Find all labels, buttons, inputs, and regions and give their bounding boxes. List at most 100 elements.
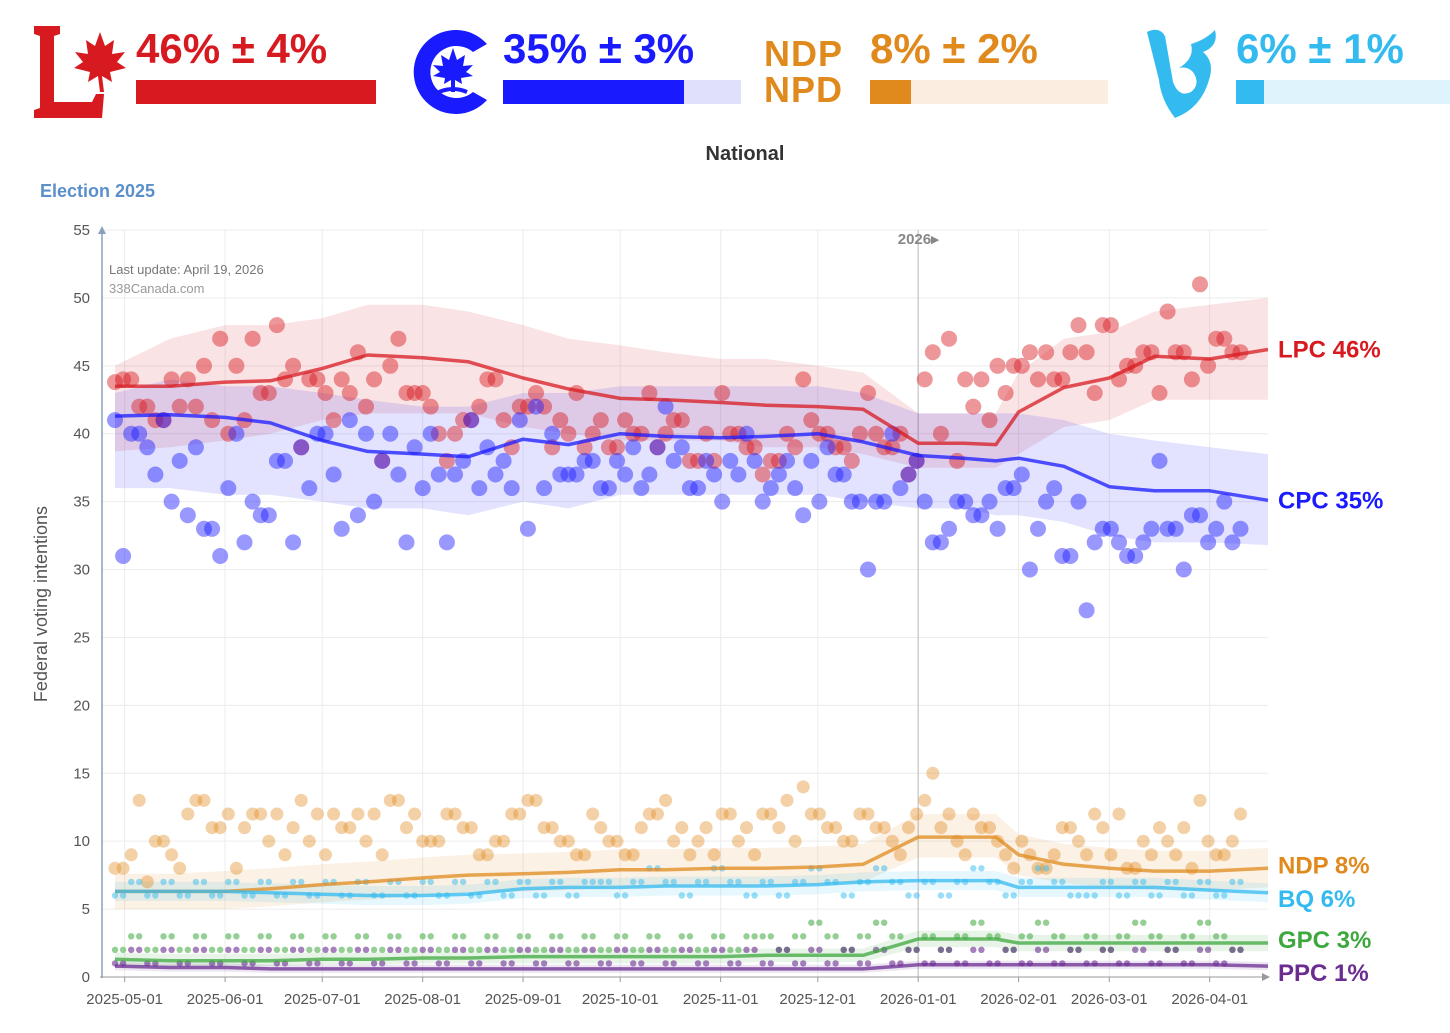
gpc-poll-dot <box>192 933 200 940</box>
ndp-poll-dot <box>383 793 397 807</box>
gpc-poll-dot <box>573 946 580 953</box>
lpc-poll-dot <box>358 398 374 415</box>
ndp-poll-dot <box>829 821 843 835</box>
bq-poll-dot <box>775 892 783 899</box>
cpc-poll-dot <box>1038 493 1055 510</box>
ndp-poll-dot <box>594 821 608 835</box>
gpc-poll-dot <box>322 933 329 940</box>
banner-cpc: 35% ± 3% <box>403 22 748 122</box>
ndp-poll-dot <box>885 834 899 848</box>
last-update-note: Last update: April 19, 2026 <box>109 262 264 277</box>
gpc-poll-dot <box>354 933 362 940</box>
bq-poll-dot <box>192 878 200 886</box>
lpc-poll-dot <box>770 452 787 469</box>
ppc-poll-dot <box>978 946 985 953</box>
gpc-poll-dot <box>864 933 872 940</box>
ppc-poll-dot <box>1067 946 1074 953</box>
ndp-poll-dot <box>1169 848 1183 862</box>
cpc-poll-dot <box>811 493 828 510</box>
ndp-poll-dot <box>400 821 413 835</box>
lpc-poll-dot <box>851 425 868 442</box>
lpc-poll-dot <box>487 371 504 388</box>
ppc-poll-dot <box>662 960 669 967</box>
ndp-poll-dot <box>1153 821 1166 835</box>
gpc-poll-dot <box>411 946 418 953</box>
ppc-poll-dot <box>945 946 953 953</box>
gpc-poll-dot <box>484 933 491 940</box>
cpc-poll-dot <box>131 425 148 442</box>
lpc-poll-dot <box>746 439 763 456</box>
lpc-poll-dot <box>285 357 302 374</box>
bq-poll-dot <box>184 892 191 899</box>
gpc-poll-dot <box>719 933 726 940</box>
lpc-end-label: LPC 46% <box>1278 337 1381 364</box>
ppc-poll-dot <box>1002 946 1009 953</box>
cpc-poll-dot <box>430 466 447 483</box>
cpc-poll-dot <box>536 480 553 497</box>
ndp-poll-dot <box>1136 834 1150 848</box>
ppc-poll-dot <box>354 946 362 953</box>
cpc-poll-dot <box>115 548 132 564</box>
gpc-poll-dot <box>889 933 896 940</box>
ppc-poll-dot <box>468 960 475 967</box>
ppc-poll-dot <box>508 960 515 967</box>
gpc-poll-dot <box>589 933 596 940</box>
cpc-poll-dot <box>1232 520 1249 537</box>
lpc-poll-dot <box>1086 385 1103 401</box>
ndp-poll-dot <box>197 793 211 807</box>
gpc-poll-dot <box>710 933 718 940</box>
cpc-poll-dot <box>868 493 885 510</box>
cpc-poll-dot <box>916 493 933 510</box>
ppc-poll-dot <box>451 946 459 953</box>
cpc-poll-dot <box>1030 520 1046 537</box>
gpc-poll-dot <box>759 933 766 940</box>
ndp-poll-dot <box>456 821 470 835</box>
gpc-poll-dot <box>314 946 321 953</box>
bq-poll-dot <box>1075 892 1082 899</box>
bq-poll-dot <box>694 878 702 886</box>
ndp-logo: NDP NPD <box>764 36 864 108</box>
ndp-poll-dot <box>1201 834 1215 848</box>
gpc-poll-dot <box>816 919 823 926</box>
bq-poll-dot <box>508 892 515 899</box>
ppc-poll-dot <box>670 960 677 967</box>
ndp-poll-dot <box>310 807 324 821</box>
ndp-poll-dot <box>513 807 527 821</box>
ndp-poll-dot <box>472 848 486 862</box>
ndp-poll-dot <box>440 807 454 821</box>
lpc-poll-dot <box>795 371 812 388</box>
bq-poll-dot <box>970 865 977 872</box>
bq-poll-dot <box>540 892 548 899</box>
lpc-poll-dot <box>989 357 1006 374</box>
ndp-poll-dot <box>286 821 300 835</box>
ppc-poll-dot <box>419 946 426 953</box>
bq-poll-dot <box>217 892 224 899</box>
cpc-poll-dot <box>1224 534 1241 551</box>
y-tick-label: 5 <box>82 901 90 918</box>
y-axis-label: Federal voting intentions <box>31 506 51 702</box>
gpc-poll-dot <box>265 933 272 940</box>
lpc-poll-dot <box>1208 330 1225 347</box>
lpc-poll-dot <box>1192 276 1208 293</box>
ndp-poll-dot <box>229 861 243 875</box>
gpc-poll-dot <box>646 933 653 940</box>
cpc-poll-dot <box>139 439 156 456</box>
bq-poll-dot <box>565 892 572 899</box>
gpc-poll-dot <box>289 933 297 940</box>
ppc-poll-dot <box>589 946 596 953</box>
gpc-poll-dot <box>249 946 256 953</box>
ppc-poll-dot <box>808 946 815 953</box>
gpc-poll-dot <box>1042 919 1050 926</box>
cpc-poll-dot <box>673 439 690 456</box>
gpc-poll-dot <box>208 946 216 953</box>
ndp-poll-dot <box>910 807 924 821</box>
lpc-poll-dot <box>244 330 261 347</box>
gpc-poll-dot <box>1213 933 1220 940</box>
cpc-poll-dot <box>1167 520 1184 537</box>
ppc-poll-dot <box>621 946 629 953</box>
lpc-poll-dot <box>843 452 860 469</box>
gpc-poll-dot <box>621 933 629 940</box>
cpc-poll-dot <box>358 425 374 442</box>
lpc-band <box>115 297 1268 468</box>
ndp-poll-dot <box>707 848 721 862</box>
